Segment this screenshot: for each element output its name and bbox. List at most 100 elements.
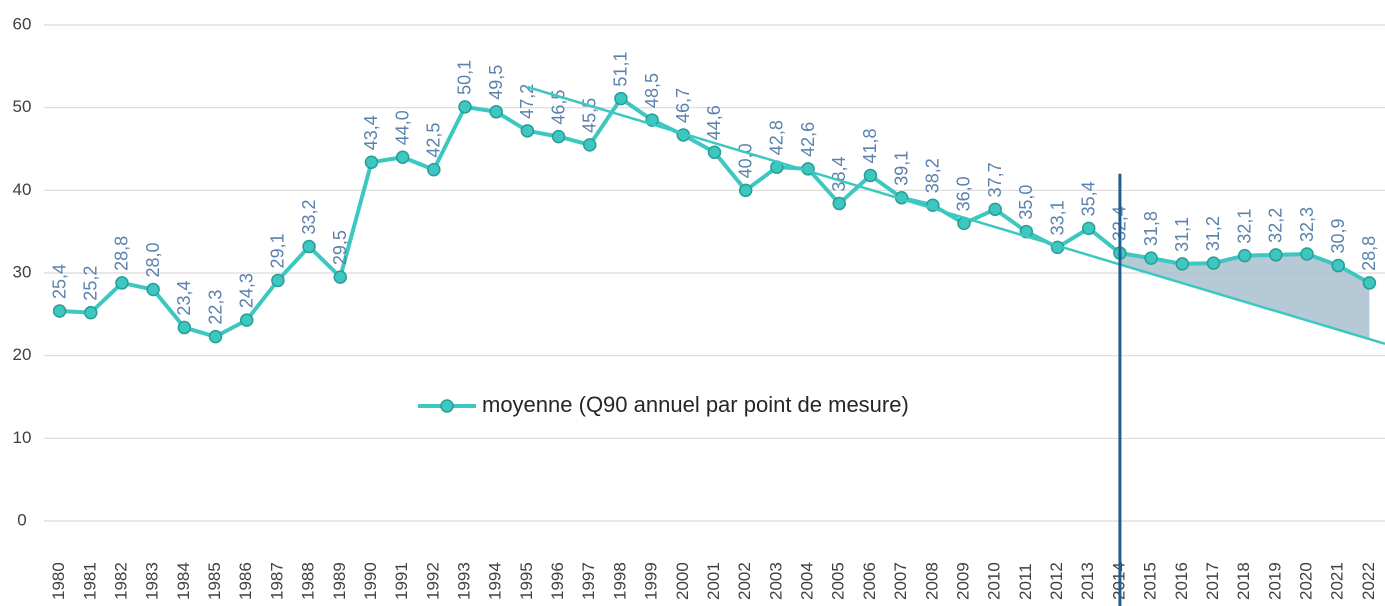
x-tick-label: 1984	[174, 562, 193, 600]
y-tick-label: 10	[13, 428, 32, 447]
value-label: 28,8	[1359, 236, 1379, 271]
point	[427, 162, 441, 177]
x-tick-label: 2017	[1203, 562, 1222, 600]
x-tick-label: 2005	[829, 562, 848, 600]
x-tick-label: 1988	[299, 562, 318, 600]
value-label: 31,1	[1172, 217, 1192, 252]
value-label: 50,1	[455, 60, 475, 95]
point	[1175, 257, 1190, 271]
point	[239, 313, 254, 327]
value-label: 39,1	[891, 151, 911, 186]
x-tick-label: 2001	[704, 562, 723, 600]
value-label: 48,5	[642, 73, 662, 108]
x-tick-label: 2020	[1297, 562, 1316, 600]
value-label: 32,2	[1266, 208, 1286, 243]
point	[863, 168, 878, 183]
x-tick-label: 1991	[392, 562, 411, 600]
x-tick-label: 1995	[517, 562, 536, 600]
point	[1237, 248, 1252, 263]
y-tick-label: 20	[13, 345, 32, 364]
point	[1144, 251, 1158, 265]
value-label: 49,5	[486, 65, 506, 100]
value-label: 42,8	[767, 120, 787, 155]
y-tick-label: 60	[13, 14, 32, 33]
value-label: 41,8	[860, 128, 880, 163]
x-tick-label: 1980	[49, 562, 68, 600]
x-tick-label: 1998	[610, 562, 629, 600]
value-label: 36,0	[954, 176, 974, 211]
x-tick-label: 2010	[985, 562, 1004, 600]
value-label: 29,1	[268, 233, 288, 268]
value-label: 28,8	[112, 236, 132, 271]
point	[551, 129, 566, 144]
x-tick-label: 1986	[236, 562, 255, 600]
x-tick-label: 1989	[330, 562, 349, 600]
x-tick-label: 2006	[860, 562, 879, 600]
value-label: 46,7	[673, 88, 693, 123]
value-label: 32,3	[1297, 207, 1317, 242]
value-label: 32,1	[1234, 209, 1254, 244]
x-tick-label: 1990	[361, 562, 380, 600]
x-tick-label: 2015	[1141, 562, 1160, 600]
point	[738, 183, 753, 198]
value-label: 42,6	[798, 122, 818, 157]
point	[988, 202, 1002, 217]
value-label: 38,4	[829, 157, 849, 192]
value-label: 44,0	[392, 110, 412, 145]
point	[395, 150, 410, 165]
value-label: 35,0	[1016, 185, 1036, 220]
x-tick-label: 2012	[1047, 562, 1066, 600]
point	[271, 273, 285, 288]
value-label: 43,4	[361, 115, 381, 150]
y-tick-label: 50	[13, 97, 32, 116]
legend-label: moyenne (Q90 annuel par point de mesure)	[482, 392, 909, 417]
value-label: 42,5	[424, 123, 444, 158]
value-label: 40,0	[735, 143, 755, 178]
x-tick-label: 2008	[922, 562, 941, 600]
x-tick-label: 1981	[80, 562, 99, 600]
value-label: 44,6	[704, 105, 724, 140]
shaded-gap	[1119, 253, 1370, 340]
point	[1269, 248, 1283, 262]
point	[333, 270, 348, 284]
x-tick-label: 2007	[891, 562, 910, 600]
x-tick-label: 2000	[673, 562, 692, 600]
point	[489, 105, 503, 119]
trend-line	[527, 85, 1385, 345]
value-label: 28,0	[143, 242, 163, 277]
x-tick-label: 2016	[1172, 562, 1191, 600]
x-tick-label: 1992	[423, 562, 442, 600]
point	[364, 155, 379, 169]
point	[458, 100, 472, 114]
point	[115, 276, 129, 290]
x-tick-label: 1997	[579, 562, 598, 600]
value-label: 25,4	[49, 264, 69, 299]
point	[146, 282, 160, 297]
value-label: 38,2	[923, 158, 943, 193]
point	[1081, 221, 1096, 236]
value-label: 47,2	[517, 84, 537, 119]
value-label: 31,8	[1141, 211, 1161, 246]
x-tick-label: 1983	[143, 562, 162, 600]
point	[208, 329, 223, 344]
point	[583, 138, 597, 152]
value-label: 31,2	[1203, 216, 1223, 251]
x-tick-label: 2009	[953, 562, 972, 600]
x-tick-label: 1999	[642, 562, 661, 600]
x-tick-label: 1982	[111, 562, 130, 600]
x-tick-label: 2021	[1328, 562, 1347, 600]
point	[1331, 258, 1345, 273]
y-tick-label: 40	[13, 180, 32, 199]
x-tick-label: 1994	[486, 562, 505, 600]
x-tick-label: 2013	[1078, 562, 1097, 600]
x-tick-label: 1985	[205, 562, 224, 600]
x-tick-label: 2004	[798, 562, 817, 600]
point	[1300, 247, 1314, 261]
point	[1206, 256, 1221, 270]
value-label: 29,5	[330, 230, 350, 265]
x-tick-label: 2019	[1265, 562, 1284, 600]
x-tick-label: 2018	[1234, 562, 1253, 600]
point	[832, 196, 846, 211]
point	[302, 239, 316, 254]
